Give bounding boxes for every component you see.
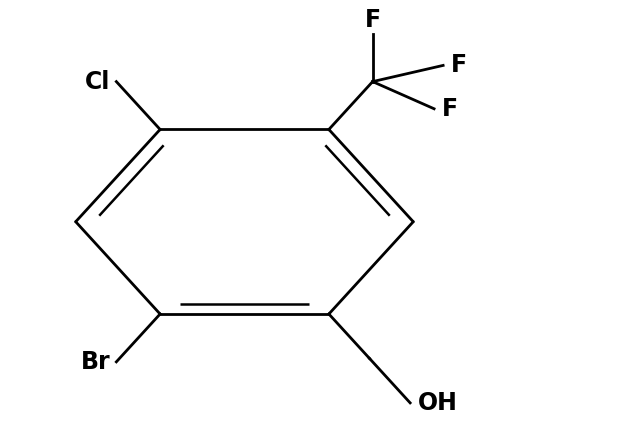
Text: F: F (365, 8, 381, 32)
Text: Cl: Cl (85, 69, 110, 94)
Text: Br: Br (81, 350, 110, 374)
Text: OH: OH (418, 391, 458, 415)
Text: F: F (442, 97, 458, 121)
Text: F: F (450, 53, 466, 78)
